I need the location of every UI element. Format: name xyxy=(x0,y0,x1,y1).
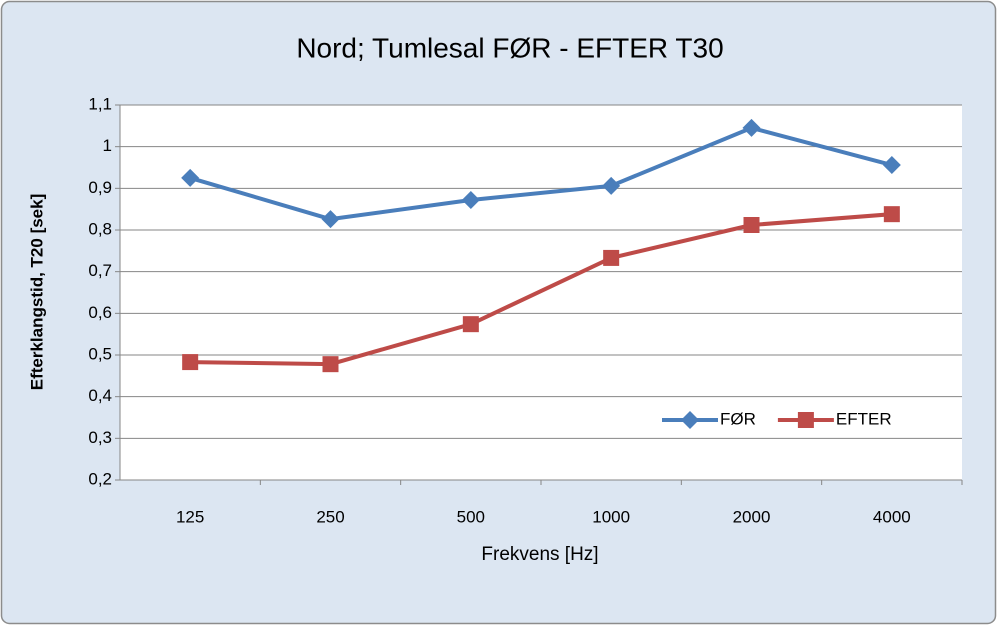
marker xyxy=(742,118,761,137)
marker xyxy=(882,156,901,174)
y-tick-label: 0,5 xyxy=(88,344,112,363)
marker xyxy=(461,191,480,209)
x-tick-label: 500 xyxy=(457,507,485,526)
y-axis-label: Efterklangstid, T20 [sek] xyxy=(27,194,46,391)
series-line xyxy=(190,212,892,367)
marker xyxy=(322,356,339,373)
legend-marker xyxy=(797,412,814,428)
marker xyxy=(181,168,200,187)
marker xyxy=(602,176,621,195)
y-tick-label: 1,1 xyxy=(88,94,112,113)
x-tick-label: 2000 xyxy=(733,507,771,526)
y-tick-label: 0,2 xyxy=(88,469,112,488)
marker xyxy=(883,206,900,223)
legend-label: FØR xyxy=(720,409,756,428)
marker xyxy=(182,354,199,371)
y-tick-label: 0,7 xyxy=(88,261,112,280)
y-tick-label: 0,8 xyxy=(88,219,112,238)
y-tick-label: 0,4 xyxy=(88,386,112,405)
x-axis-label: Frekvens [Hz] xyxy=(481,544,598,565)
x-tick-label: 250 xyxy=(316,507,344,526)
marker xyxy=(462,316,479,333)
y-tick-label: 0,9 xyxy=(88,178,112,197)
x-tick-label: 1000 xyxy=(592,507,630,526)
series-line xyxy=(189,125,893,222)
chart-title: Nord; Tumlesal FØR - EFTER T30 xyxy=(296,32,723,63)
y-tick-label: 0,3 xyxy=(88,428,112,447)
x-tick-label: 4000 xyxy=(873,507,911,526)
x-tick-label: 125 xyxy=(176,507,204,526)
y-tick-label: 1 xyxy=(103,136,112,155)
marker xyxy=(603,249,620,266)
y-tick-label: 0,6 xyxy=(88,303,112,322)
legend-marker xyxy=(681,411,699,429)
marker xyxy=(321,210,340,229)
legend-label: EFTER xyxy=(836,409,892,428)
marker xyxy=(743,217,760,233)
